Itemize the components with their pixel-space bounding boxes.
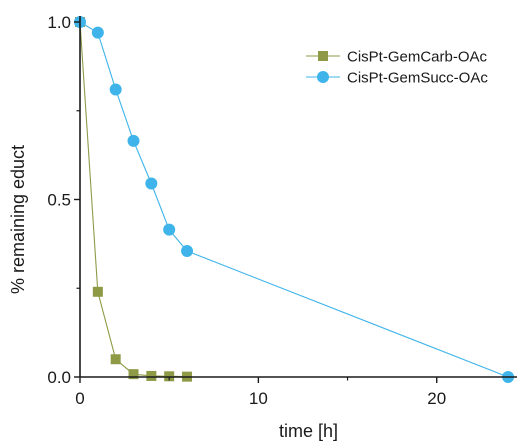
series-1 [75, 17, 193, 382]
data-point [128, 369, 139, 380]
data-point [181, 244, 194, 257]
x-ticks: 0 10 20 [75, 377, 446, 408]
legend-label: CisPt-GemSucc-OAc [347, 70, 488, 87]
y-ticks: 0.0 0.5 1.0 [47, 13, 80, 387]
y-axis-label: % remaining educt [8, 145, 28, 294]
data-point [146, 370, 157, 381]
series-layer [74, 16, 515, 383]
x-tick-label: 20 [427, 389, 446, 408]
data-point [109, 83, 122, 96]
series-2 [74, 16, 515, 383]
legend-label: CisPt-GemCarb-OAc [347, 49, 488, 66]
legend-marker [318, 51, 328, 61]
data-point [92, 286, 103, 297]
y-tick-label: 0.0 [47, 368, 71, 387]
data-point [110, 354, 121, 365]
legend-marker [317, 71, 329, 83]
data-point [91, 26, 104, 39]
x-tick-label: 10 [249, 389, 268, 408]
axes-layer [79, 16, 517, 378]
y-tick-label: 1.0 [47, 13, 71, 32]
series-line [79, 21, 188, 378]
data-point [163, 223, 176, 236]
legend: CisPt-GemCarb-OAc CisPt-GemSucc-OAc [306, 49, 488, 87]
x-tick-label: 0 [75, 389, 84, 408]
data-point [145, 177, 158, 190]
x-axis-label: time [h] [279, 421, 338, 441]
data-point [127, 134, 140, 147]
y-tick-label: 0.5 [47, 191, 71, 210]
